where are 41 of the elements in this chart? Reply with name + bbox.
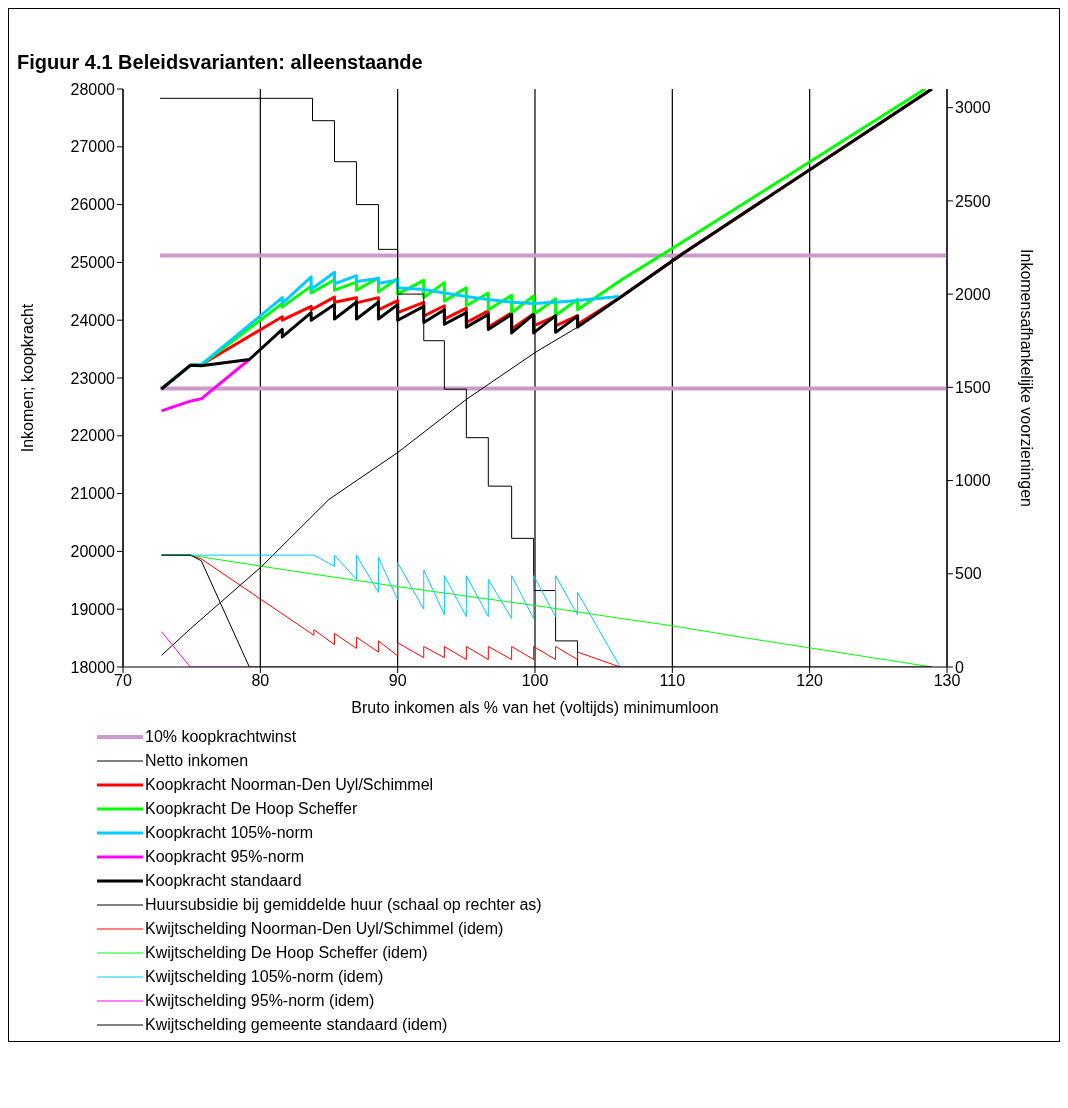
y-tick-label: 20000 bbox=[70, 543, 116, 561]
legend-label: Koopkracht Noorman-Den Uyl/Schimmel bbox=[145, 776, 434, 794]
y-tick-label: 21000 bbox=[70, 485, 116, 503]
y-tick-label: 24000 bbox=[70, 311, 116, 329]
legend-label: Netto inkomen bbox=[145, 752, 249, 770]
y2-axis-title: Inkomensafhankelijke voorzieningen bbox=[1018, 249, 1036, 507]
legend-label: Koopkracht De Hoop Scheffer bbox=[145, 800, 358, 818]
y-tick-label: 28000 bbox=[70, 80, 116, 98]
y2-tick-label: 3000 bbox=[955, 99, 991, 117]
legend-label: Kwijtschelding Noorman-Den Uyl/Schimmel (idem) bbox=[145, 920, 504, 938]
y2-tick-label: 500 bbox=[955, 565, 982, 583]
legend-label: Huursubsidie bij gemiddelde huur (schaal op rechter as) bbox=[145, 896, 542, 914]
legend-label: Koopkracht standaard bbox=[145, 872, 302, 890]
x-tick-label: 130 bbox=[933, 672, 961, 690]
y-tick-label: 18000 bbox=[70, 658, 116, 676]
y2-tick-label: 2500 bbox=[955, 192, 991, 210]
y2-tick-label: 1500 bbox=[955, 379, 991, 396]
y2-tick-label: 1000 bbox=[955, 472, 991, 490]
legend-label: Koopkracht 105%-norm bbox=[145, 824, 314, 842]
legend-label: Kwijtschelding gemeente standaard (idem) bbox=[145, 1016, 448, 1034]
legend-label: Kwijtschelding De Hoop Scheffer (idem) bbox=[145, 944, 428, 962]
y-axis-title: Inkomen; koopkracht bbox=[18, 303, 36, 453]
x-tick-label: 110 bbox=[659, 672, 686, 690]
y-tick-label: 19000 bbox=[70, 600, 116, 618]
y-tick-label: 26000 bbox=[70, 196, 116, 214]
y-tick-label: 23000 bbox=[70, 369, 116, 387]
legend-label: Kwijtschelding 105%-norm (idem) bbox=[145, 968, 384, 986]
y-tick-label: 27000 bbox=[70, 138, 116, 156]
x-tick-label: 100 bbox=[521, 672, 549, 690]
legend-label: Koopkracht 95%-norm bbox=[145, 848, 305, 866]
x-tick-label: 120 bbox=[796, 672, 824, 690]
x-tick-label: 80 bbox=[251, 672, 270, 690]
x-tick-label: 90 bbox=[388, 672, 407, 690]
legend-label: 10% koopkrachtwinst bbox=[145, 728, 297, 746]
legend-label: Kwijtschelding 95%-norm (idem) bbox=[145, 992, 375, 1010]
chart-title: Figuur 4.1 Beleidsvarianten: alleenstaande bbox=[17, 51, 424, 75]
y2-tick-label: 2000 bbox=[955, 285, 991, 303]
y-tick-label: 22000 bbox=[70, 427, 116, 445]
x-axis-title: Bruto inkomen als % van het (voltijds) minimumloon bbox=[351, 699, 719, 716]
x-tick-label: 70 bbox=[114, 672, 132, 690]
y-tick-label: 25000 bbox=[70, 254, 116, 272]
